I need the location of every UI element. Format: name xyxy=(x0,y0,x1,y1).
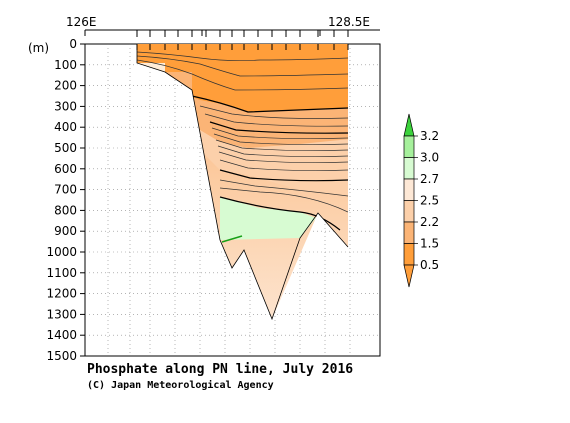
y-axis: 0 100 200 300 400 500 600 700 800 900 1000 1100 1200… xyxy=(46,37,85,363)
legend-label: 1.5 xyxy=(420,237,439,251)
legend-box xyxy=(403,178,415,201)
y-tick-label: 1400 xyxy=(46,328,77,342)
y-tick-label: 0 xyxy=(69,37,77,51)
y-axis-label: (m) xyxy=(28,41,49,55)
y-tick-label: 1500 xyxy=(46,349,77,363)
contour-line xyxy=(137,51,348,62)
legend-box xyxy=(403,221,415,244)
bathymetry-outline xyxy=(136,44,349,321)
legend-box xyxy=(403,135,415,158)
y-tick-label: 200 xyxy=(54,79,77,93)
contour-line xyxy=(137,59,348,91)
y-tick-label: 100 xyxy=(54,58,77,72)
legend-box xyxy=(403,200,415,223)
legend-label: 3.0 xyxy=(420,151,439,165)
x-tick-label-left: 126E xyxy=(66,15,97,29)
contour-line xyxy=(211,127,348,140)
y-tick-label: 300 xyxy=(54,99,77,113)
contour-line xyxy=(217,145,348,158)
legend-box xyxy=(403,243,415,266)
contour-line xyxy=(219,169,348,182)
y-tick-label: 400 xyxy=(54,120,77,134)
station-markers xyxy=(136,30,349,50)
contour-line xyxy=(215,139,348,152)
y-tick-label: 1000 xyxy=(46,245,77,259)
legend-label: 0.5 xyxy=(420,258,439,272)
contour-line xyxy=(219,179,348,197)
layer-green xyxy=(220,197,316,240)
y-tick-label: 1300 xyxy=(46,307,77,321)
y-tick-label: 800 xyxy=(54,203,77,217)
contour-line xyxy=(204,113,348,127)
y-tick-label: 1100 xyxy=(46,266,77,280)
contour-line xyxy=(137,55,348,77)
contour-line xyxy=(199,105,348,119)
legend-label: 2.7 xyxy=(420,172,439,186)
legend-arrow-bottom xyxy=(403,264,415,288)
contour-line xyxy=(209,121,348,134)
layer-surface xyxy=(137,44,348,112)
legend-label: 2.2 xyxy=(420,215,439,229)
contour-line xyxy=(219,196,341,231)
legend-arrow-top xyxy=(403,113,415,137)
contour-line xyxy=(218,151,348,164)
color-legend: 3.2 3.0 2.7 2.5 2.2 1.5 0.5 xyxy=(403,113,439,288)
credit-text: (C) Japan Meteorological Agency xyxy=(87,379,274,391)
x-tick-label-right: 128.5E xyxy=(328,15,370,29)
contour-lines xyxy=(137,51,348,243)
contour-line xyxy=(221,235,243,243)
y-tick-label: 1200 xyxy=(46,287,77,301)
contour-line xyxy=(219,159,348,172)
y-tick-label: 600 xyxy=(54,162,77,176)
contour-line xyxy=(191,95,348,113)
legend-label: 3.2 xyxy=(420,129,439,143)
legend-box xyxy=(403,157,415,180)
contour-line xyxy=(219,187,348,213)
y-tick-label: 500 xyxy=(54,141,77,155)
contour-line xyxy=(213,133,348,146)
y-tick-label: 700 xyxy=(54,183,77,197)
y-tick-label: 900 xyxy=(54,224,77,238)
legend-label: 2.5 xyxy=(420,194,439,208)
chart-title: Phosphate along PN line, July 2016 xyxy=(87,362,353,377)
